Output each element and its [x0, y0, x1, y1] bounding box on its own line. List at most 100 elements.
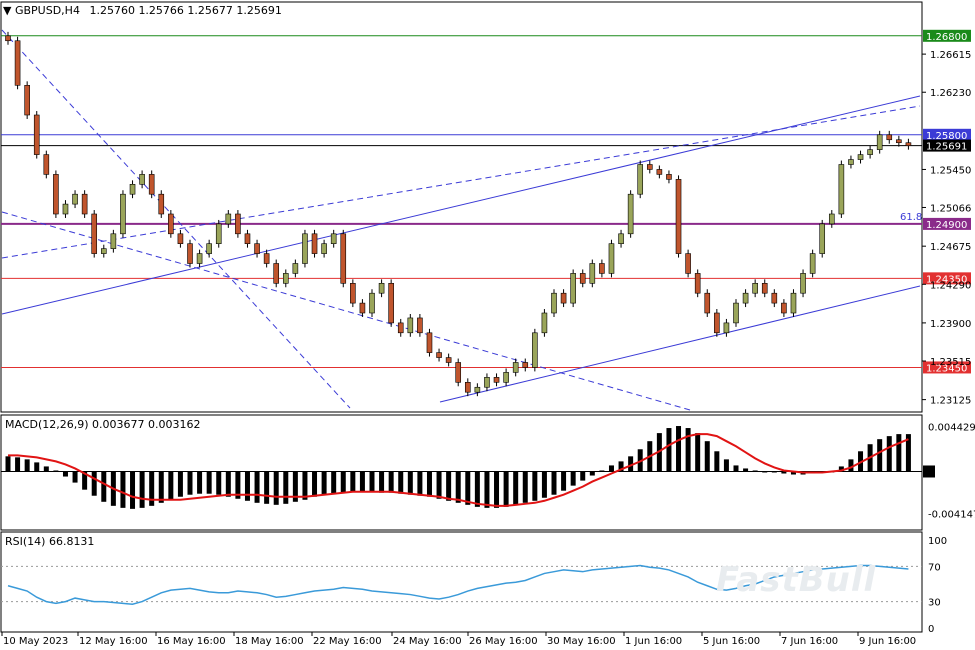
trendline-4	[439, 285, 921, 403]
level-tag-2	[923, 139, 971, 152]
macd-bar	[685, 428, 691, 472]
dropdown-triangle-icon[interactable]: ▼	[3, 4, 12, 17]
macd-bar	[398, 471, 404, 494]
bear-candle	[666, 174, 672, 180]
bear-candle	[436, 352, 442, 358]
macd-bar	[5, 456, 11, 472]
macd-bar	[465, 471, 471, 505]
level-tag-4	[923, 272, 971, 285]
bear-candle	[33, 114, 40, 155]
macd-bar	[177, 471, 183, 497]
bear-candle	[340, 233, 347, 284]
macd-bar	[532, 471, 538, 501]
macd-bar	[704, 441, 710, 472]
macd-bar	[331, 471, 337, 494]
bear-candle	[675, 179, 682, 254]
macd-title: MACD(12,26,9) 0.003677 0.003162	[5, 418, 201, 431]
price-axis-label: 1.26615	[930, 50, 971, 61]
price-axis-label: 1.25066	[930, 203, 971, 214]
macd-bar	[781, 471, 787, 474]
bear-candle	[388, 282, 394, 324]
bull-candle	[618, 233, 624, 245]
level-tag-5	[923, 361, 971, 374]
level-tag-1	[923, 128, 971, 141]
macd-bar	[618, 461, 624, 472]
bull-candle	[541, 312, 548, 334]
price-axis-label: 1.26230	[930, 88, 971, 99]
level-tag-3	[923, 217, 971, 230]
bull-candle	[838, 164, 845, 215]
bull-candle	[378, 282, 385, 294]
macd-bar	[896, 434, 902, 472]
macd-zero-tag	[923, 465, 935, 478]
trendline-2	[1, 95, 921, 315]
time-axis-label: 24 May 16:00	[393, 636, 462, 647]
macd-bar	[388, 471, 394, 493]
price-axis-label: 1.25450	[930, 165, 971, 176]
macd-bar	[541, 471, 547, 498]
bull-candle	[129, 184, 136, 195]
time-axis-label: 26 May 16:00	[469, 636, 538, 647]
ohlc-readout: 1.25760 1.25766 1.25677 1.25691	[89, 4, 282, 17]
macd-bar	[551, 471, 557, 495]
trendline-3	[1, 105, 921, 259]
bear-candle	[704, 292, 711, 314]
bear-candle	[53, 174, 59, 215]
symbol-header: ▼ GBPUSD,H4 1.25760 1.25766 1.25677 1.25…	[3, 4, 282, 17]
macd-bar	[513, 471, 519, 505]
bear-candle	[761, 282, 768, 294]
macd-bar	[15, 457, 21, 472]
macd-bar	[43, 466, 49, 472]
bull-candle	[800, 273, 806, 294]
bear-candle	[244, 233, 251, 245]
bear-candle	[14, 40, 21, 86]
fib-label: 61.8	[900, 212, 922, 223]
time-axis-label: 30 May 16:00	[547, 636, 616, 647]
price-axis-label: 1.24675	[930, 242, 971, 253]
macd-bar	[877, 439, 883, 472]
macd-bar	[302, 471, 308, 500]
macd-bar	[474, 471, 480, 507]
bear-candle	[5, 35, 11, 42]
macd-bar	[503, 471, 509, 507]
level-label-1: 1.25800	[926, 131, 967, 142]
bear-candle	[43, 154, 50, 175]
bull-candle	[876, 134, 883, 150]
bull-candle	[733, 302, 739, 324]
macd-bar	[62, 471, 68, 477]
bull-candle	[867, 149, 873, 155]
level-tag-0	[923, 29, 971, 42]
macd-bar	[714, 451, 720, 472]
level-label-2: 1.25691	[926, 142, 967, 153]
bull-candle	[100, 248, 107, 254]
bull-candle	[321, 243, 327, 254]
bear-candle	[311, 233, 318, 254]
bear-candle	[714, 312, 720, 334]
time-axis-label: 10 May 2023	[3, 636, 68, 647]
bull-candle	[282, 273, 289, 284]
macd-bar	[733, 465, 739, 472]
level-label-0: 1.26800	[926, 32, 967, 43]
bull-candle	[215, 223, 222, 244]
bull-candle	[196, 253, 203, 264]
macd-bar	[206, 471, 212, 494]
time-axis-label: 18 May 16:00	[235, 636, 304, 647]
bear-candle	[273, 263, 280, 284]
price-axis-label: 1.23125	[930, 396, 971, 407]
bear-candle	[148, 174, 155, 195]
bear-candle	[445, 357, 452, 363]
macd-signal-line	[8, 433, 909, 507]
macd-bar	[570, 471, 576, 486]
macd-bar	[905, 434, 911, 472]
macd-bar	[589, 471, 595, 476]
price-axis-label: 1.24290	[930, 280, 971, 291]
time-axis-label: 1 Jun 16:00	[625, 636, 682, 647]
macd-bar	[350, 471, 356, 492]
bull-candle	[302, 233, 308, 264]
bear-candle	[359, 302, 366, 314]
bear-candle	[493, 377, 500, 383]
bear-candle	[464, 381, 471, 393]
time-axis-label: 12 May 16:00	[79, 636, 148, 647]
